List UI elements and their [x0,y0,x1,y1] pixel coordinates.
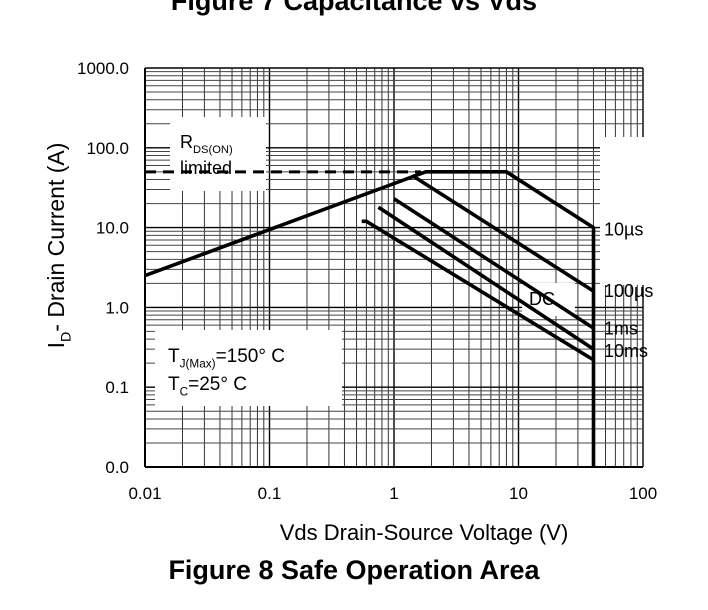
x-tick-label: 10 [509,484,528,503]
figure-caption: Figure 8 Safe Operation Area [168,555,540,585]
rds-label-box [170,117,266,191]
series-label-box [600,137,660,285]
x-tick-label: 1 [389,484,398,503]
previous-figure-title: Figure 7 Capacitance vs Vds [170,0,538,16]
y-tick-label: 100.0 [86,139,129,158]
x-axis-title: Vds Drain-Source Voltage (V) [280,520,569,545]
rds-label: RDS(ON) [180,132,233,156]
tc-label: TC=25° C [168,374,247,398]
rds-limited-label: limited [180,158,232,178]
y-axis-title: ID- Drain Current (A) [43,143,74,349]
series-line-DC [361,219,595,362]
y-tick-label: 0.1 [105,378,129,397]
series-line-100µs [411,173,595,293]
series-line-10ms [377,205,595,351]
x-tick-label: 100 [629,484,657,503]
y-tick-label: 1.0 [105,298,129,317]
dc-label: DC [529,289,555,309]
series-line-10µs [144,170,596,467]
y-tick-label: 1000.0 [77,59,129,78]
series-label: 100µs [604,281,653,301]
labels: 10µs 100µs 1ms 10ms RDS(ON)limited DC TJ(Max)=… [168,132,653,398]
tj-label: TJ(Max)=150° C [168,346,285,370]
x-tick-label: 0.01 [128,484,161,503]
x-tick-label: 0.1 [258,484,282,503]
series-label: 1ms [604,318,638,338]
axes: 0.01 0.1 1 10 1000.00.11.010.0100.01000.0Vds… [43,59,657,545]
series-line-1ms [393,197,595,330]
y-tick-label: 10.0 [96,219,129,238]
conditions-box [155,330,342,406]
y-tick-label: 0.0 [105,458,129,477]
series-label: 10µs [604,220,643,240]
series-label: 10ms [604,341,648,361]
series-lines [144,170,596,467]
soa-chart: 0.01 0.1 1 10 1000.00.11.010.0100.01000.0Vds… [43,59,660,545]
